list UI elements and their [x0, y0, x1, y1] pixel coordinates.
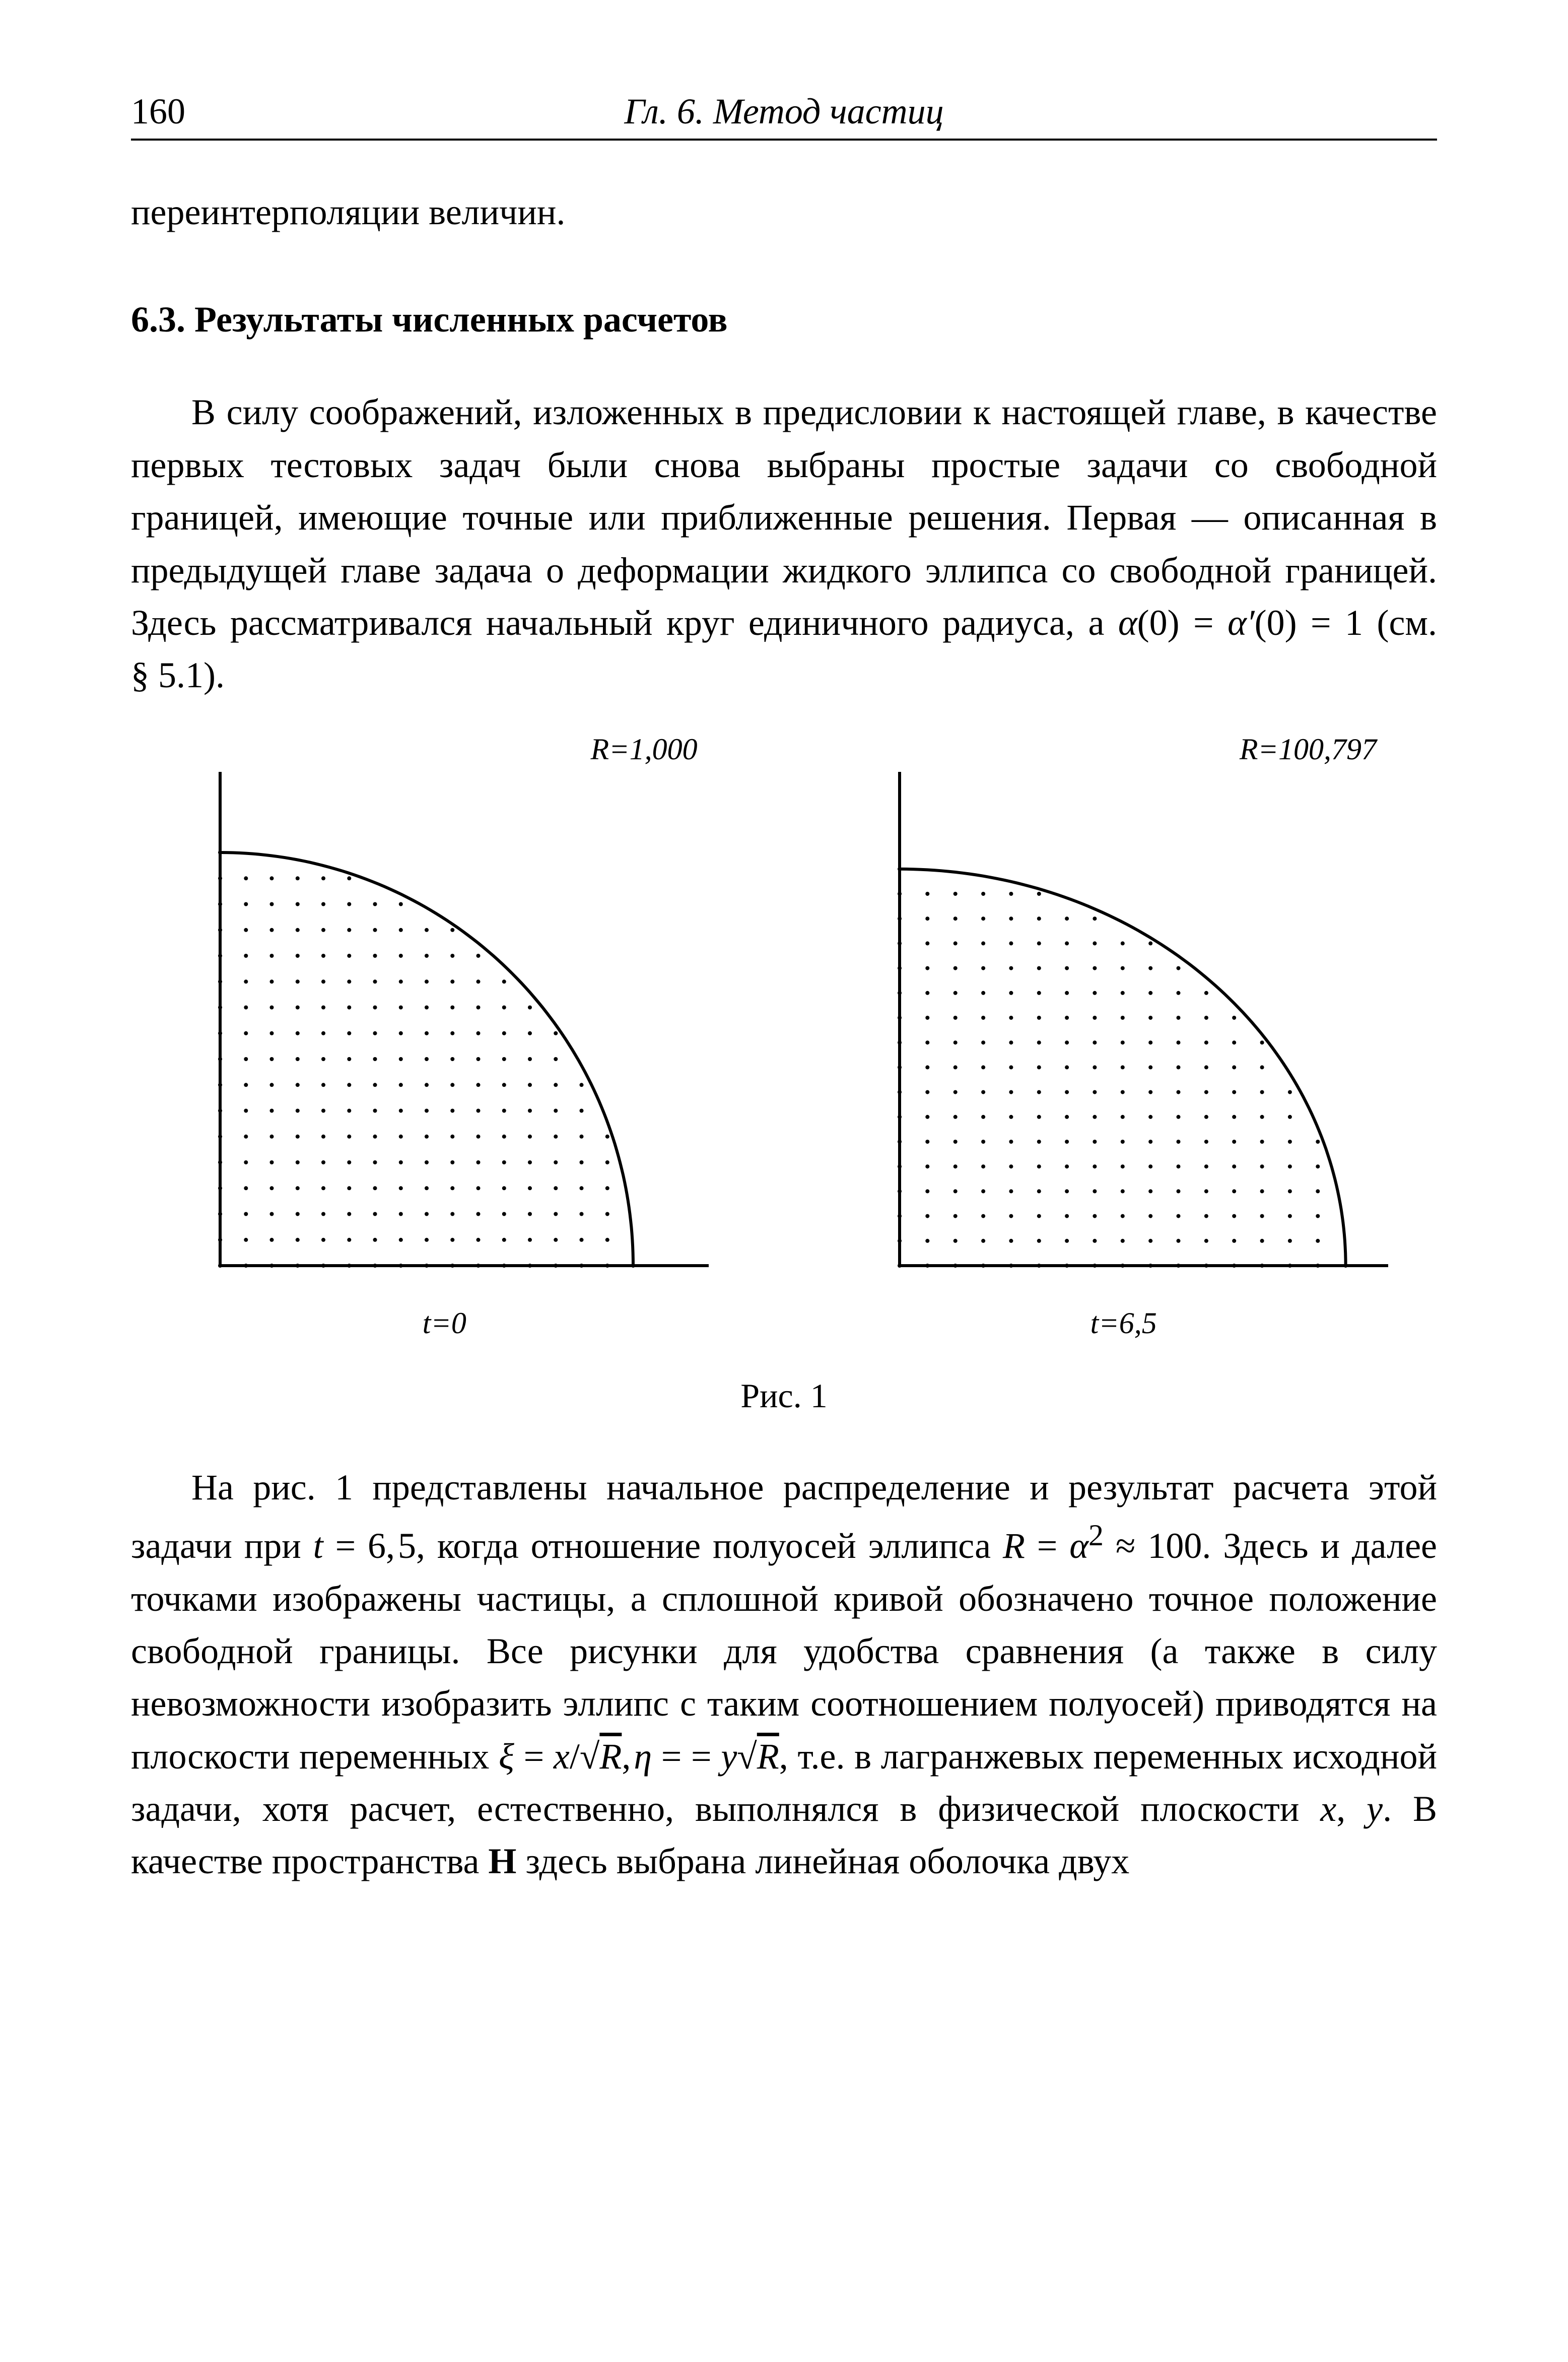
page-number: 160: [131, 91, 185, 133]
fig-right-svg: [859, 767, 1388, 1296]
page: 160 Гл. 6. Метод частиц 160 переинтерпол…: [0, 0, 1568, 2362]
running-header: 160 Гл. 6. Метод частиц 160: [131, 91, 1437, 141]
fig-right-R-label: R=100,797: [810, 732, 1437, 767]
figure-right: R=100,797 t=6,5: [810, 732, 1437, 1341]
fig-left-svg: [180, 767, 709, 1296]
figure-row: R=1,000 t=0 R=100,797 t=6,5: [131, 732, 1437, 1341]
chapter-title: Гл. 6. Метод частиц: [185, 91, 1383, 133]
fig-left-t-label: t=0: [423, 1306, 466, 1341]
intro-fragment: переинтерполяции величин.: [131, 186, 1437, 238]
figure-caption: Рис. 1: [131, 1376, 1437, 1416]
paragraph-1: В силу соображений, изложенных в предисл…: [131, 386, 1437, 701]
section-title: 6.3. Результаты численных расчетов: [131, 299, 1437, 341]
paragraph-2: На рис. 1 представлены начальное распред…: [131, 1461, 1437, 1888]
fig-right-t-label: t=6,5: [1090, 1306, 1157, 1341]
figure-left: R=1,000 t=0: [131, 732, 758, 1341]
fig-left-R-label: R=1,000: [131, 732, 758, 767]
